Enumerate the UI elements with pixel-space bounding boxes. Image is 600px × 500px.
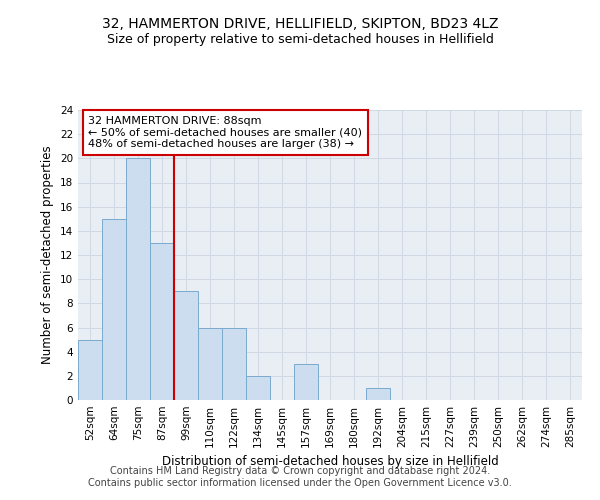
Bar [102, 219, 126, 400]
Y-axis label: Number of semi-detached properties: Number of semi-detached properties [41, 146, 55, 364]
X-axis label: Distribution of semi-detached houses by size in Hellifield: Distribution of semi-detached houses by … [161, 456, 499, 468]
Bar [150, 243, 174, 400]
Bar [174, 291, 198, 400]
Text: 32 HAMMERTON DRIVE: 88sqm
← 50% of semi-detached houses are smaller (40)
48% of : 32 HAMMERTON DRIVE: 88sqm ← 50% of semi-… [88, 116, 362, 149]
Text: Contains HM Land Registry data © Crown copyright and database right 2024.
Contai: Contains HM Land Registry data © Crown c… [88, 466, 512, 487]
Bar [78, 340, 102, 400]
Bar [246, 376, 270, 400]
Bar [294, 364, 318, 400]
Text: 32, HAMMERTON DRIVE, HELLIFIELD, SKIPTON, BD23 4LZ: 32, HAMMERTON DRIVE, HELLIFIELD, SKIPTON… [102, 18, 498, 32]
Text: Size of property relative to semi-detached houses in Hellifield: Size of property relative to semi-detach… [107, 32, 493, 46]
Bar [222, 328, 246, 400]
Bar [366, 388, 390, 400]
Bar [126, 158, 150, 400]
Bar [198, 328, 222, 400]
